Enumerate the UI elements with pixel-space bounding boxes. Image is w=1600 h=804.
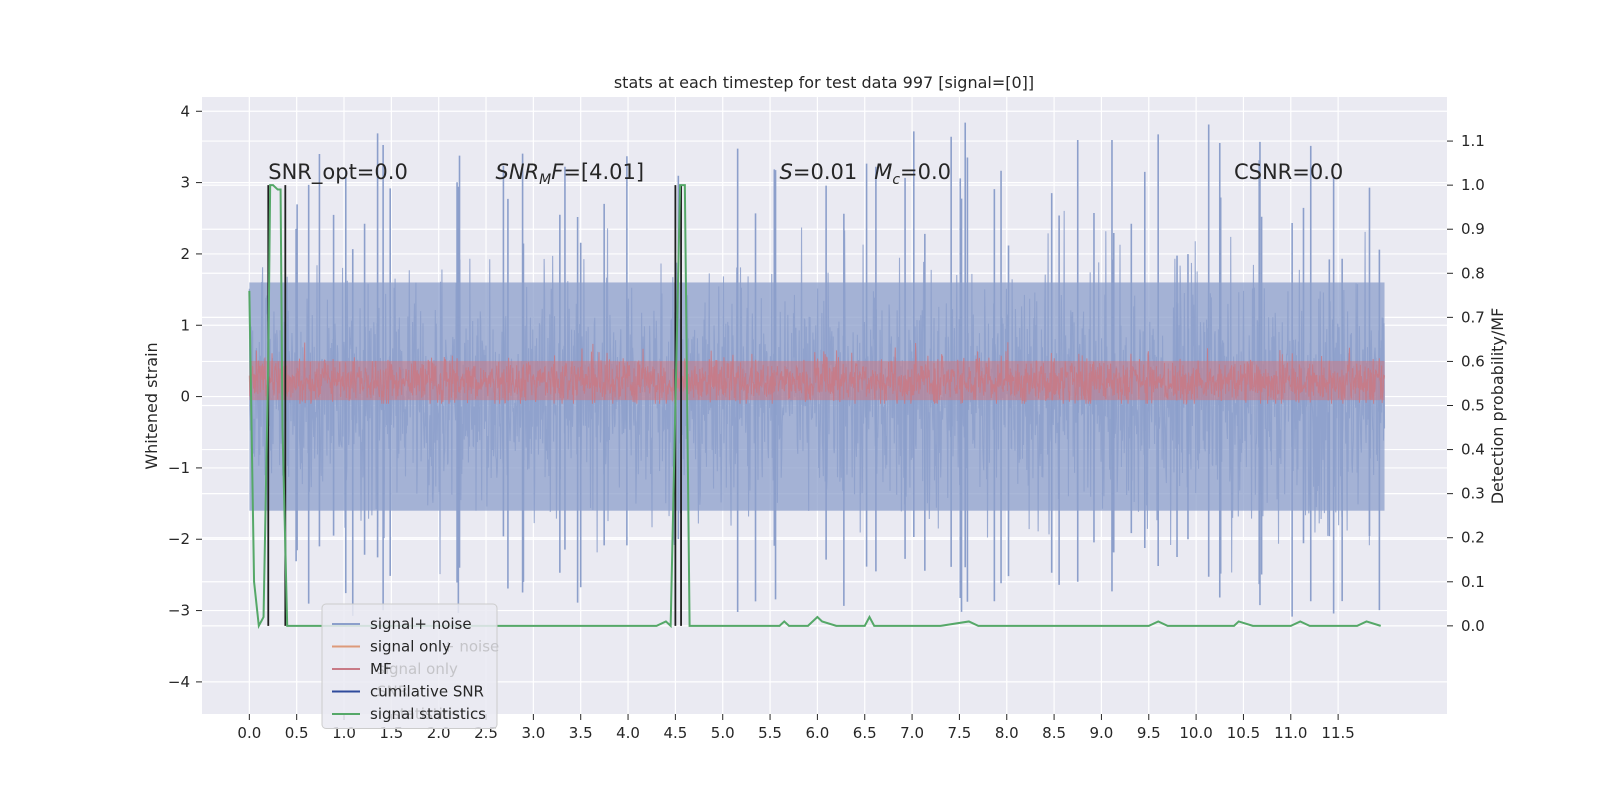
yl-tick-label-7: 3 <box>180 174 190 192</box>
yl-tick-label-3: −1 <box>168 459 190 477</box>
x-tick-label-13: 6.5 <box>853 724 877 742</box>
annotations: SNR_opt=0.0 SNRMF=[4.01] S=0.01 Mc=0.0 CSNR=… <box>268 160 1343 188</box>
legend-ghost-label-2: SNR <box>377 683 408 701</box>
legend-label-4: signal statistics <box>370 705 486 723</box>
yl-tick-label-0: −4 <box>168 673 190 691</box>
signal-statistics-line <box>248 184 1382 630</box>
y-axis-left-label: Whitened strain <box>142 342 161 469</box>
yr-tick-label-4: 0.4 <box>1461 441 1485 459</box>
yl-tick-label-2: −2 <box>168 530 190 548</box>
x-tick-label-23: 11.5 <box>1321 724 1354 742</box>
x-tick-label-22: 11.0 <box>1274 724 1307 742</box>
signal-statistics-series <box>248 184 1382 630</box>
annotation-csnr: CSNR=0.0 <box>1234 160 1343 184</box>
x-tick-label-17: 8.5 <box>1042 724 1066 742</box>
yl-tick-label-6: 2 <box>180 245 190 263</box>
x-tick-label-12: 6.0 <box>805 724 829 742</box>
x-tick-label-19: 9.5 <box>1137 724 1161 742</box>
legend-label-1: signal only <box>370 638 451 656</box>
x-tick-label-9: 4.5 <box>663 724 687 742</box>
annotation-snr-opt: SNR_opt=0.0 <box>268 160 408 185</box>
x-tick-label-6: 3.0 <box>521 724 545 742</box>
x-tick-label-21: 10.5 <box>1227 724 1260 742</box>
annotation-s-stat: S=0.01 <box>780 160 858 184</box>
x-tick-label-15: 7.5 <box>947 724 971 742</box>
annotation-snr-mf: SNRMF=[4.01] <box>495 160 644 188</box>
legend-frame <box>321 603 498 729</box>
yr-tick-label-5: 0.5 <box>1461 397 1485 415</box>
x-tick-label-1: 0.5 <box>285 724 309 742</box>
y-axis-right-label: Detection probability/MF <box>1488 308 1507 505</box>
yr-tick-label-11: 1.1 <box>1461 132 1485 150</box>
yr-tick-label-9: 0.9 <box>1461 220 1485 238</box>
mf-line <box>248 342 1386 406</box>
yr-tick-label-3: 0.3 <box>1461 485 1485 503</box>
yr-tick-label-1: 0.1 <box>1461 573 1485 591</box>
legend-label-3: cumilative SNR <box>370 683 484 701</box>
x-tick-label-0: 0.0 <box>237 724 261 742</box>
legend-ghost-label-1: signal only <box>377 660 458 678</box>
legend-ghost-label-3: statistics <box>392 705 459 723</box>
yl-tick-label-4: 0 <box>180 388 190 406</box>
x-tick-label-14: 7.0 <box>900 724 924 742</box>
yr-tick-label-6: 0.6 <box>1461 352 1485 370</box>
x-tick-label-20: 10.0 <box>1179 724 1212 742</box>
yl-tick-label-8: 4 <box>180 102 190 120</box>
legend-label-2: MF <box>370 660 392 678</box>
yr-tick-label-10: 1.0 <box>1461 176 1485 194</box>
x-tick-label-11: 5.5 <box>758 724 782 742</box>
yl-tick-label-5: 1 <box>180 316 190 334</box>
yr-tick-label-7: 0.7 <box>1461 308 1485 326</box>
chart-title: stats at each timestep for test data 997… <box>614 73 1034 92</box>
legend-ghost-label-0: + noise <box>442 638 499 656</box>
yr-tick-label-0: 0.0 <box>1461 617 1485 635</box>
x-tick-label-16: 8.0 <box>995 724 1019 742</box>
mf-series <box>248 342 1386 406</box>
x-tick-label-7: 3.5 <box>569 724 593 742</box>
legend-label-0: signal+ noise <box>370 615 472 633</box>
y-right-axis-ticks: 0.0 0.1 0.2 0.3 0.4 0.5 0.6 0.7 0.8 0.9 1.0 1.1 <box>1447 132 1485 635</box>
x-tick-label-18: 9.0 <box>1090 724 1114 742</box>
yl-tick-label-1: −3 <box>168 602 190 620</box>
x-tick-label-8: 4.0 <box>616 724 640 742</box>
yr-tick-label-2: 0.2 <box>1461 529 1485 547</box>
x-tick-label-10: 5.0 <box>711 724 735 742</box>
annotation-mc: Mc=0.0 <box>874 160 951 188</box>
y-left-axis-ticks: −4 −3 −2 −1 0 1 2 3 4 <box>168 102 202 691</box>
yr-tick-label-8: 0.8 <box>1461 264 1485 282</box>
